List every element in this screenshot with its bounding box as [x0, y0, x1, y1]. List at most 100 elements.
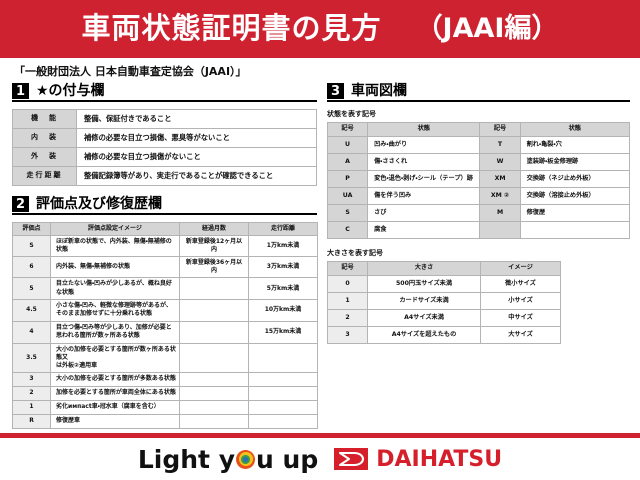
- page-footer: Light y u up DAIHATSU: [0, 438, 640, 480]
- page-title: 車両状態証明書の見方: [81, 10, 382, 45]
- table-row: 4.5 小さな傷・凹み、軽微な修理跡等があるが、 そのまま加修せずに十分乗れる状態 1…: [12, 298, 318, 322]
- state-symbol: M: [479, 204, 521, 222]
- table-header-row: 評価点 評価点設定イメージ 経過月数 走行距離: [12, 221, 318, 237]
- state-symbol: C: [326, 221, 369, 239]
- elapsed-months: [179, 342, 249, 373]
- size-symbol: 0: [327, 275, 368, 293]
- state-symbol: XM: [479, 170, 521, 188]
- state-description: 割れ・亀裂・穴: [519, 136, 631, 154]
- daihatsu-emblem-icon: [334, 448, 369, 470]
- state-description: 交換跡（ネジ止め外板）: [519, 170, 631, 188]
- state-description: 塗装跡・板金修理跡: [519, 153, 631, 171]
- state-description: [519, 221, 631, 239]
- elapsed-months: 新車登録後12ヶ月以内: [179, 235, 249, 258]
- evaluation-score: 1: [12, 399, 51, 415]
- evaluation-score: 3.5: [12, 342, 51, 373]
- evaluation-score: R: [12, 413, 51, 429]
- size-image-label: 小サイズ: [480, 292, 561, 310]
- size-description: A4サイズを超えたもの: [367, 326, 481, 344]
- table-row: 外 装補修の必要な目立つ損傷がないこと: [12, 147, 317, 167]
- table-row: C 腐食: [326, 221, 631, 239]
- elapsed-months: [179, 298, 249, 322]
- tagline-text-before: Light y: [137, 444, 236, 474]
- table-row: U 凹み・曲がり T 割れ・亀裂・穴: [326, 136, 631, 154]
- criteria-label: 機 能: [12, 109, 77, 129]
- right-column: 3 車両図欄 状態を表す記号 記号 状態 記号 状態 U 凹み・曲がり T 割れ・亀裂・穴 A…: [326, 83, 631, 455]
- table-row: 5 目立たない傷・凹みが少しあるが、概ね良好な状態 5万km未満: [12, 277, 318, 300]
- evaluation-description: 修復歴車: [50, 413, 180, 429]
- mileage-limit: 15万km未満: [248, 320, 318, 344]
- mileage-limit: [248, 399, 318, 415]
- table-row: P 変色・退色・剥げ・シール（テープ）跡 XM 交換跡（ネジ止め外板）: [326, 170, 631, 188]
- column-header: イメージ: [480, 261, 561, 276]
- elapsed-months: [179, 371, 249, 387]
- column-header: 記号: [479, 122, 521, 137]
- brand-lockup: DAIHATSU: [334, 447, 502, 472]
- criteria-value: 補修の必要な目立つ損傷がないこと: [76, 147, 317, 167]
- brand-name: DAIHATSU: [376, 446, 503, 472]
- section-1-number: 1: [12, 83, 29, 99]
- section-2-title: 評価点及び修復歴欄: [36, 196, 162, 213]
- criteria-value: 整備記録簿等があり、実走行であることが確認できること: [76, 166, 317, 186]
- table-row: 1 劣化импact車・冠水車（腐車を含む）: [12, 399, 318, 415]
- table-row: 2 A4サイズ未満 中サイズ: [327, 309, 561, 327]
- state-description: 変色・退色・剥げ・シール（テープ）跡: [367, 170, 481, 188]
- elapsed-months: [179, 385, 249, 401]
- column-header: 状態: [519, 122, 631, 137]
- evaluation-score: 4.5: [12, 298, 51, 322]
- size-description: 500円玉サイズ未満: [367, 275, 481, 293]
- criteria-label: 外 装: [12, 147, 77, 167]
- column-header: 記号: [327, 261, 368, 276]
- evaluation-score: S: [12, 235, 51, 258]
- evaluation-description: 目立つ傷・凹み等が少しあり、加修が必要と 思われる箇所が数ヶ所ある状態: [50, 320, 180, 344]
- mileage-limit: [248, 371, 318, 387]
- state-symbol: [479, 221, 521, 239]
- mileage-limit: [248, 385, 318, 401]
- section-3-title: 車両図欄: [351, 83, 407, 100]
- column-header: 状態: [367, 122, 481, 137]
- tagline-text-after: u up: [256, 444, 319, 474]
- size-symbol: 2: [327, 309, 368, 327]
- mileage-limit: [248, 342, 318, 373]
- size-image-label: 中サイズ: [480, 309, 561, 327]
- table-row: A 傷・ささくれ W 塗装跡・板金修理跡: [326, 153, 631, 171]
- elapsed-months: 新車登録後36ヶ月以内: [179, 256, 249, 279]
- table-row: 3.5 大小の加修を必要とする箇所が数ヶ所ある状態又 は外板②適用車: [12, 342, 318, 373]
- column-header: 経過月数: [179, 221, 249, 237]
- state-symbol: U: [326, 136, 369, 154]
- evaluation-description: ほぼ新車の状態で、内外装、無傷・無補修の状態: [50, 235, 180, 258]
- table-row: 6 内外装、無傷・無補修の状態 新車登録後36ヶ月以内 3万km未満: [12, 256, 318, 279]
- table-row: 2 加修を必要とする箇所が車両全体にある状態: [12, 385, 318, 401]
- state-description: 傷を伴う凹み: [367, 187, 481, 205]
- mileage-limit: [248, 413, 318, 429]
- column-header: 記号: [326, 122, 369, 137]
- mileage-limit: 3万km未満: [248, 256, 318, 279]
- left-column: 1 ★の付与欄 機 能整備、保証付きであること内 装補修の必要な目立つ損傷、悪臭…: [12, 83, 318, 455]
- criteria-label: 内 装: [12, 128, 77, 148]
- evaluation-score-table: 評価点 評価点設定イメージ 経過月数 走行距離 S ほぼ新車の状態で、内外装、無傷・無補…: [12, 221, 318, 429]
- page-subtitle: （JAAI編）: [415, 12, 559, 44]
- state-symbol: A: [326, 153, 369, 171]
- content-columns: 1 ★の付与欄 機 能整備、保証付きであること内 装補修の必要な目立つ損傷、悪臭…: [0, 81, 640, 455]
- evaluation-score: 4: [12, 320, 51, 344]
- organization-line: 「一般財団法人 日本自動車査定協会（JAAI）」: [14, 65, 247, 78]
- state-symbol: P: [326, 170, 369, 188]
- section-3-number: 3: [327, 83, 344, 99]
- evaluation-description: 大小の加修を必要とする箇所が数ヶ所ある状態又 は外板②適用車: [50, 342, 180, 373]
- column-header: 大きさ: [367, 261, 481, 276]
- colored-ring-icon: [236, 449, 256, 469]
- section-2-heading: 2 評価点及び修復歴欄: [12, 196, 317, 215]
- footer-divider: [0, 433, 640, 438]
- evaluation-description: 劣化импact車・冠水車（腐車を含む）: [50, 399, 180, 415]
- column-header: 評価点設定イメージ: [50, 221, 180, 237]
- mileage-limit: 10万km未満: [248, 298, 318, 322]
- size-symbols-heading: 大きさを表す記号: [327, 249, 383, 257]
- state-description: 凹み・曲がり: [367, 136, 481, 154]
- star-criteria-table: 機 能整備、保証付きであること内 装補修の必要な目立つ損傷、悪臭等がないこと外 …: [12, 109, 317, 186]
- size-symbols-table: 記号 大きさ イメージ 0 500円玉サイズ未満 微小サイズ 1 カードサイズ未満 小サイズ 2…: [327, 261, 561, 344]
- elapsed-months: [179, 277, 249, 300]
- table-row: 4 目立つ傷・凹み等が少しあり、加修が必要と 思われる箇所が数ヶ所ある状態 15万km…: [12, 320, 318, 344]
- mileage-limit: 1万km未満: [248, 235, 318, 258]
- evaluation-description: 大小の加修を必要とする箇所が多数ある状態: [50, 371, 180, 387]
